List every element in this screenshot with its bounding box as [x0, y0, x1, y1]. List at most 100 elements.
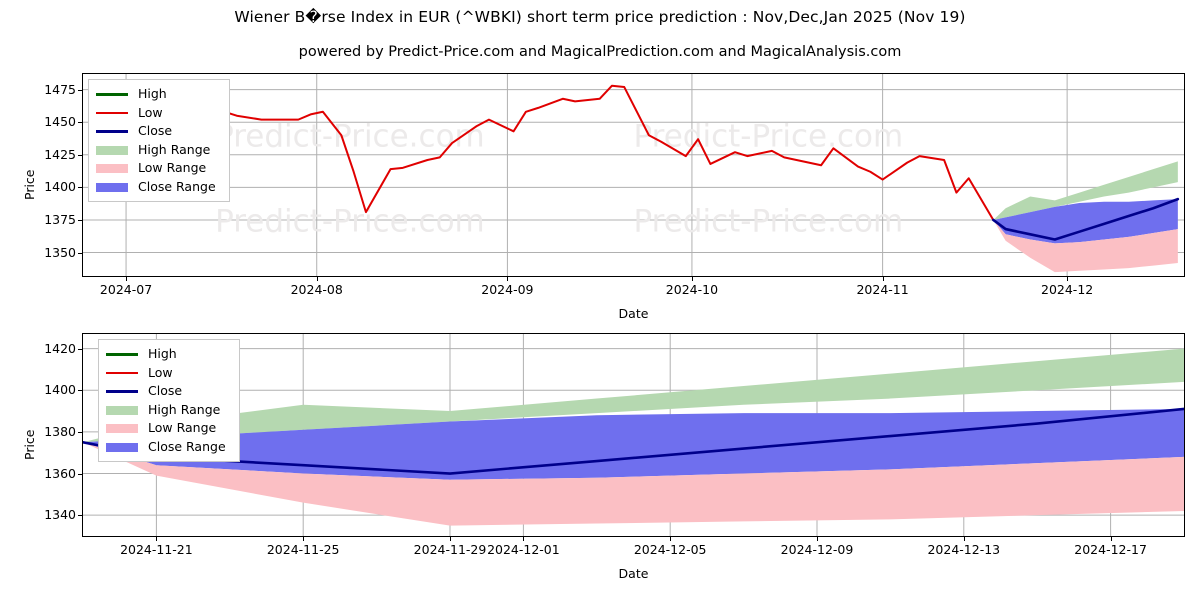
y-tick-label: 1450 [44, 114, 76, 130]
x-tick-mark [156, 537, 158, 541]
legend-item-label: High Range [148, 401, 221, 417]
y-tick-mark [78, 154, 82, 156]
x-tick-label: 2024-11-29 [413, 542, 487, 557]
swatch [106, 390, 138, 393]
y-tick-mark [78, 431, 82, 433]
watermark-text: Predict-Price.com [215, 204, 485, 240]
legend-item-label: High [138, 86, 167, 101]
legend-item-high-range: High Range [105, 401, 231, 420]
legend-band-swatch-icon [95, 180, 129, 194]
watermark-text: Predict-Price.com [215, 119, 485, 155]
legend-item-high-range: High Range [95, 141, 221, 160]
x-tick-mark [691, 277, 693, 281]
overview-plot-frame: Predict-Price.com Predict-Price.com Predic… [82, 73, 1185, 277]
x-tick-label: 2024-08 [290, 282, 343, 297]
page-title: Wiener B�rse Index in EUR (^WBKI) short … [234, 8, 966, 26]
swatch [106, 353, 138, 356]
legend-item-close-range: Close Range [95, 178, 221, 197]
band-low-range [993, 219, 1178, 273]
x-tick-label: 2024-10 [665, 282, 719, 297]
y-tick-mark [78, 348, 82, 350]
x-tick-label: 2024-12-13 [927, 542, 1001, 557]
legend-item-label: Close Range [148, 438, 226, 454]
x-tick-label: 2024-11 [856, 282, 909, 297]
x-tick-label: 2024-09 [481, 282, 534, 297]
y-tick-label: 1400 [44, 179, 76, 195]
forecast-detail-legend: High Low Close High Range Low Range Close Ran… [98, 339, 240, 462]
swatch [106, 405, 138, 415]
y-tick-mark [78, 219, 82, 221]
legend-line-swatch-icon [95, 106, 129, 120]
swatch [96, 145, 128, 155]
forecast-detail-plot-frame: Predict-Price.comPredict-Price.comPredic… [82, 333, 1185, 537]
legend-item-high: High [95, 85, 221, 104]
swatch [106, 371, 138, 375]
y-tick-label: 1375 [44, 211, 76, 227]
legend-item-low: Low [105, 364, 231, 383]
band-high-range [993, 161, 1178, 220]
y-tick-mark [78, 187, 82, 189]
legend-item-label: Close Range [138, 178, 216, 194]
x-tick-label: 2024-12-09 [780, 542, 854, 557]
y-tick-mark [78, 122, 82, 124]
x-tick-mark [303, 537, 305, 541]
y-tick-mark [78, 515, 82, 517]
page-subtitle: powered by Predict-Price.com and Magical… [298, 44, 902, 60]
y-tick-label: 1360 [44, 465, 76, 481]
band-close-range [993, 199, 1178, 244]
y-tick-label: 1400 [44, 382, 76, 398]
overview-plot-svg: Predict-Price.com Predict-Price.com Predic… [83, 74, 1184, 276]
overview-x-axis-label: Date [618, 306, 649, 321]
legend-item-label: Close [148, 383, 183, 398]
series-line-close-forecast [992, 197, 1180, 241]
x-tick-mark [507, 277, 509, 281]
y-tick-mark [78, 252, 82, 254]
y-tick-mark [78, 89, 82, 91]
band-high-range [83, 348, 1184, 443]
legend-item-label: Low [138, 104, 163, 120]
swatch [96, 164, 128, 174]
x-tick-label: 2024-12-05 [633, 542, 707, 557]
legend-item-high: High [105, 345, 231, 364]
legend-item-label: Low [148, 364, 173, 380]
y-tick-label: 1380 [44, 423, 76, 439]
x-tick-mark [316, 277, 318, 281]
legend-item-label: Low Range [138, 160, 207, 175]
legend-item-close: Close [105, 382, 231, 401]
x-tick-mark [963, 537, 965, 541]
x-tick-label: 2024-12-01 [487, 542, 560, 557]
legend-item-close-range: Close Range [105, 438, 231, 457]
y-tick-label: 1475 [44, 81, 76, 97]
swatch [96, 182, 128, 192]
x-tick-label: 2024-12 [1041, 282, 1094, 297]
x-tick-mark [817, 537, 818, 541]
legend-item-close: Close [95, 122, 221, 141]
swatch [106, 442, 138, 452]
forecast-detail-plot-svg: Predict-Price.comPredict-Price.comPredic… [83, 334, 1184, 536]
series-line-low [88, 84, 995, 221]
legend-item-label: High Range [138, 141, 211, 157]
x-tick-label: 2024-12-17 [1074, 542, 1147, 557]
band-low-range [83, 442, 1184, 526]
x-tick-mark [450, 537, 451, 541]
legend-band-swatch-icon [95, 143, 129, 157]
x-tick-mark [523, 537, 525, 541]
legend-band-swatch-icon [95, 161, 129, 175]
legend-line-swatch-icon [95, 124, 129, 138]
legend-item-low: Low [95, 104, 221, 123]
forecast-detail-x-axis-label: Date [618, 566, 649, 581]
y-tick-label: 1350 [44, 244, 76, 260]
x-tick-mark [670, 537, 672, 541]
legend-item-low-range: Low Range [105, 419, 231, 438]
swatch [96, 130, 128, 133]
swatch [96, 111, 128, 115]
swatch [96, 93, 128, 96]
legend-line-swatch-icon [95, 87, 129, 101]
band-close-range [83, 408, 1184, 480]
y-tick-mark [78, 390, 82, 392]
overview-legend: High Low Close High Range Low Range Close Ran… [88, 79, 230, 202]
legend-item-low-range: Low Range [95, 159, 221, 178]
y-tick-label: 1420 [44, 340, 76, 356]
watermark-text: Predict-Price.com [634, 119, 904, 155]
